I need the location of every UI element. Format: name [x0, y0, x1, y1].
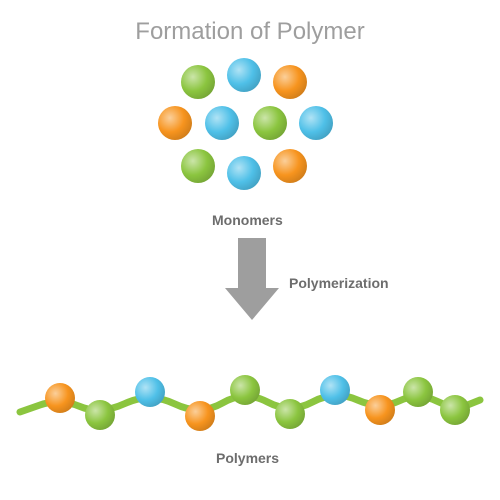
- polymerization-label: Polymerization: [289, 275, 389, 291]
- polymer-unit-5: [275, 399, 305, 429]
- monomer-2: [273, 65, 307, 99]
- monomer-8: [227, 156, 261, 190]
- diagram-canvas: [0, 0, 500, 500]
- polymers-label: Polymers: [216, 450, 279, 466]
- monomer-3: [158, 106, 192, 140]
- polymer-unit-0: [45, 383, 75, 413]
- monomer-6: [299, 106, 333, 140]
- monomers-label: Monomers: [212, 212, 283, 228]
- polymer-unit-2: [135, 377, 165, 407]
- monomer-0: [181, 65, 215, 99]
- polymer-unit-7: [365, 395, 395, 425]
- monomer-1: [227, 58, 261, 92]
- polymer-unit-1: [85, 400, 115, 430]
- polymer-unit-9: [440, 395, 470, 425]
- monomer-4: [205, 106, 239, 140]
- monomer-7: [181, 149, 215, 183]
- diagram-title: Formation of Polymer: [0, 18, 500, 46]
- polymer-unit-8: [403, 377, 433, 407]
- polymerization-arrow: [225, 238, 279, 320]
- polymer-unit-4: [230, 375, 260, 405]
- monomer-9: [273, 149, 307, 183]
- monomer-5: [253, 106, 287, 140]
- polymer-unit-6: [320, 375, 350, 405]
- polymer-unit-3: [185, 401, 215, 431]
